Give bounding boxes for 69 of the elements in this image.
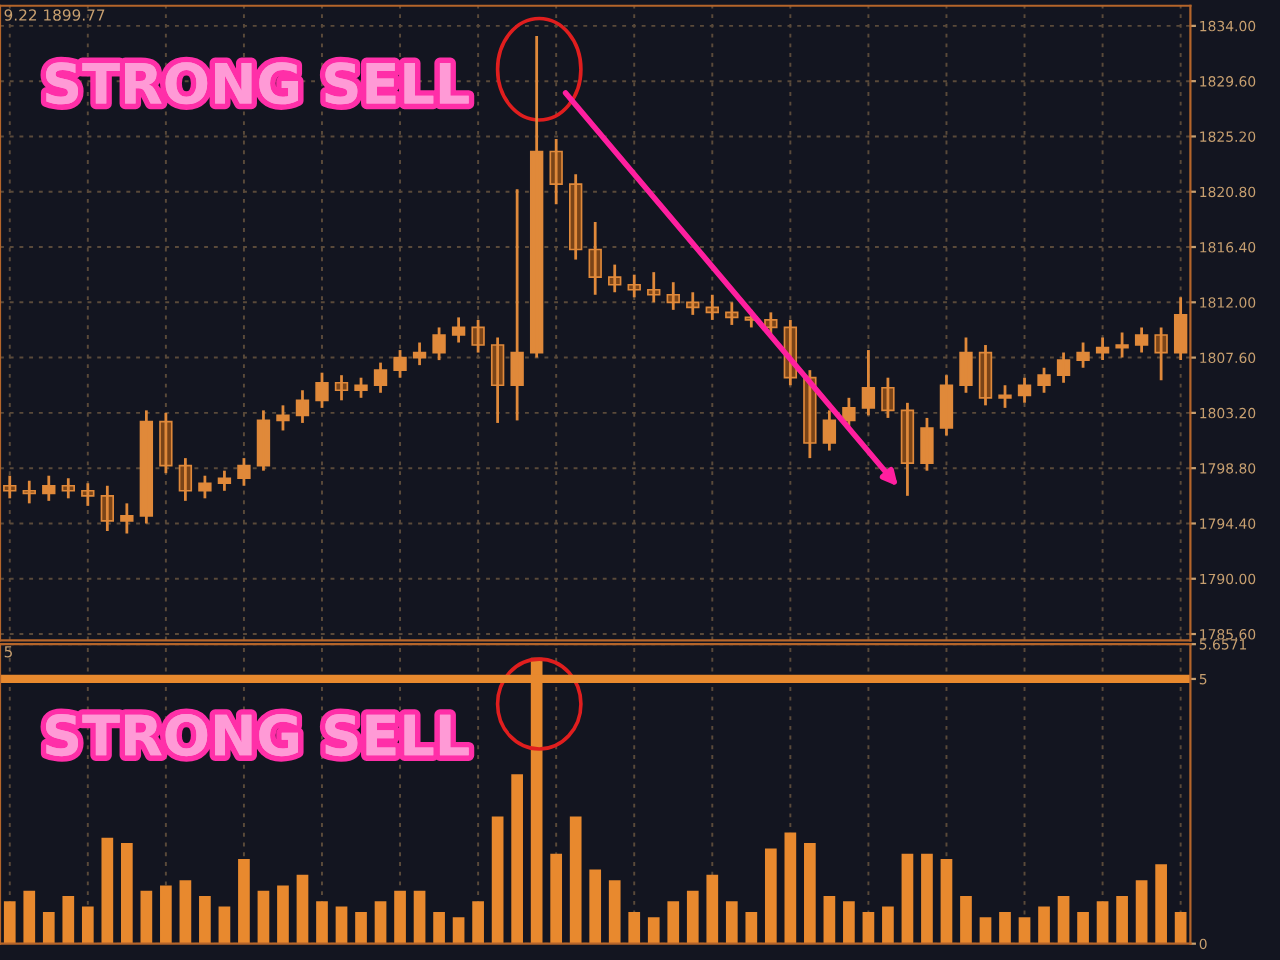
bar <box>81 906 94 944</box>
bar <box>647 917 660 944</box>
bar <box>784 832 797 944</box>
bar <box>862 911 875 944</box>
bar <box>999 911 1011 944</box>
bar <box>1116 896 1128 944</box>
bar <box>823 896 836 944</box>
bar <box>218 906 231 944</box>
candlestick <box>920 416 934 473</box>
annotation: STRONG SELL <box>46 62 469 105</box>
bar <box>589 869 602 944</box>
bar <box>764 848 777 944</box>
bar <box>667 901 680 944</box>
bar <box>1077 911 1089 944</box>
bar <box>413 890 426 944</box>
bar <box>160 885 172 944</box>
bar <box>394 890 406 944</box>
bar <box>296 874 309 944</box>
bar <box>23 890 36 944</box>
bar <box>3 901 16 944</box>
bar <box>960 896 972 944</box>
bar <box>1174 911 1187 944</box>
bar <box>511 774 523 944</box>
bar <box>628 911 641 944</box>
bar <box>1135 880 1148 944</box>
bar <box>277 885 289 944</box>
candlestick <box>354 376 368 400</box>
bar <box>1018 917 1031 944</box>
bar <box>1038 906 1050 944</box>
bar <box>433 911 445 944</box>
bar <box>901 853 914 944</box>
bar <box>979 917 992 944</box>
bar <box>374 901 387 944</box>
candlestick <box>198 474 212 500</box>
candlestick <box>1076 341 1090 370</box>
candlestick <box>998 383 1012 410</box>
bar <box>745 911 758 944</box>
annotation: STRONG SELL <box>46 714 469 757</box>
bar <box>686 890 699 944</box>
candlestick <box>1115 331 1129 359</box>
bar <box>491 816 504 944</box>
bar <box>725 901 738 944</box>
bar <box>238 858 250 944</box>
bar <box>355 911 367 944</box>
bar <box>608 880 621 944</box>
bar <box>921 853 933 944</box>
bar <box>1057 896 1070 944</box>
bar <box>569 816 582 944</box>
bar <box>199 896 211 944</box>
bar <box>452 917 465 944</box>
bar <box>843 901 855 944</box>
bar <box>1155 864 1167 944</box>
bar <box>940 858 953 944</box>
bar <box>882 906 894 944</box>
bar <box>42 911 55 944</box>
bar <box>316 901 328 944</box>
bar <box>550 853 563 944</box>
bar <box>335 906 348 944</box>
candlestick <box>1037 366 1051 395</box>
bar <box>179 880 192 944</box>
bar <box>804 843 816 944</box>
bar <box>706 874 719 944</box>
bar <box>257 890 270 944</box>
bar <box>1096 901 1109 944</box>
bar <box>140 890 153 944</box>
bar <box>120 843 133 944</box>
bar <box>101 837 114 944</box>
bar <box>472 901 484 944</box>
bar <box>62 896 75 944</box>
